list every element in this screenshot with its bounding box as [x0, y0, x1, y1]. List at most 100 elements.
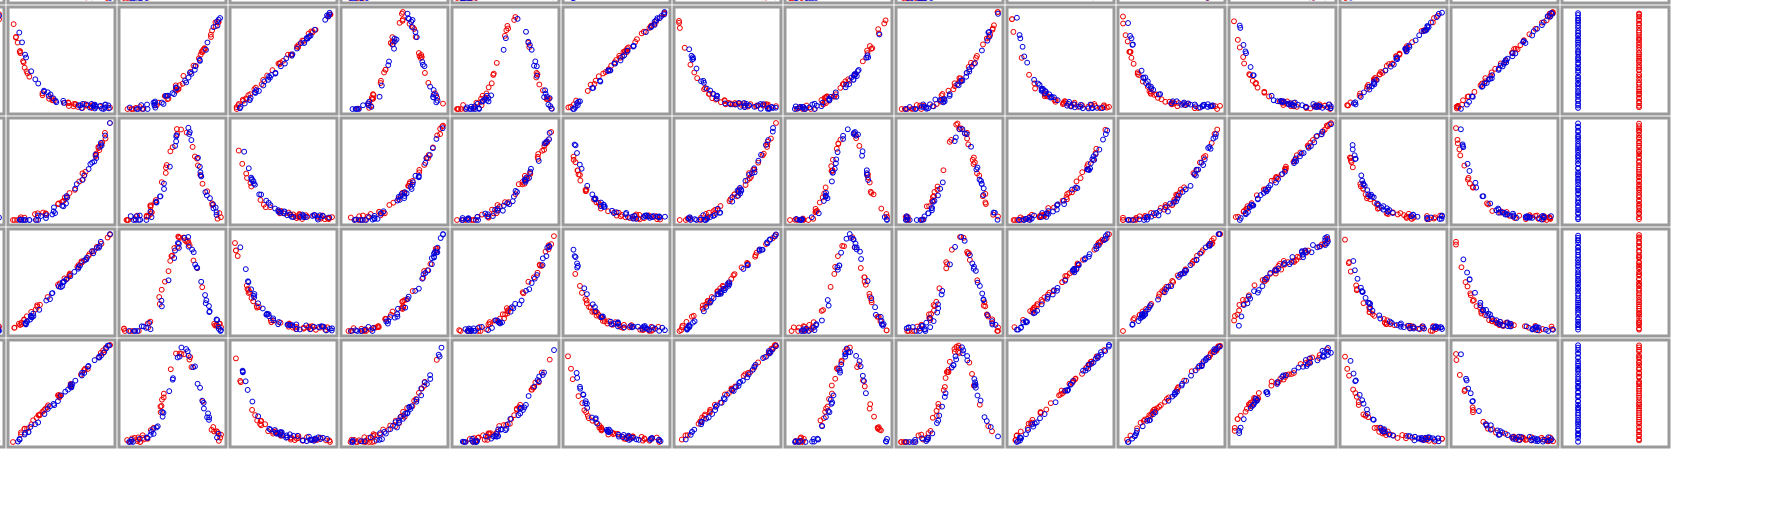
- data-point: [1575, 141, 1581, 147]
- data-point: [1636, 88, 1642, 95]
- data-point: [820, 307, 826, 313]
- data-point: [1240, 302, 1247, 308]
- data-point: [929, 198, 935, 205]
- data-point: [526, 286, 533, 293]
- data-point: [203, 297, 210, 304]
- data-point: [1061, 201, 1068, 207]
- data-point: [276, 319, 282, 325]
- panel-frame: [339, 0, 450, 5]
- data-point: [1575, 145, 1581, 152]
- data-point: [572, 104, 579, 110]
- data-point: [1403, 46, 1410, 52]
- data-point: [1435, 10, 1442, 17]
- data-point: [173, 133, 180, 140]
- data-point: [1179, 189, 1186, 195]
- scatter-panel-r4-c6: [450, 227, 561, 338]
- data-point: [409, 288, 416, 294]
- data-point: [686, 322, 692, 329]
- data-point: [371, 216, 378, 222]
- data-point: [121, 328, 128, 334]
- data-point: [1381, 319, 1388, 326]
- data-point: [138, 102, 145, 109]
- data-point: [50, 208, 57, 215]
- data-point: [1480, 193, 1487, 200]
- scatter-panel-r4-c2: [6, 227, 117, 338]
- data-point: [163, 164, 169, 171]
- data-point: [394, 197, 401, 204]
- data-point: [721, 287, 728, 294]
- data-point: [1253, 192, 1260, 199]
- data-point: [165, 277, 172, 284]
- data-point: [1102, 131, 1109, 138]
- data-point: [979, 47, 985, 54]
- data-point: [810, 215, 817, 222]
- data-point: [533, 63, 540, 70]
- data-point: [980, 41, 986, 48]
- data-point: [926, 311, 932, 318]
- scatter-panel-r1-c9: [783, 0, 894, 5]
- data-point: [734, 187, 741, 194]
- data-point: [360, 102, 366, 109]
- data-point: [923, 105, 930, 112]
- data-point: [798, 328, 805, 334]
- data-point: [500, 46, 507, 53]
- data-point: [433, 92, 439, 99]
- data-point: [471, 327, 477, 334]
- data-point: [412, 287, 419, 294]
- panel-frame: [1227, 0, 1338, 5]
- data-point: [479, 211, 485, 218]
- data-point: [1466, 276, 1473, 283]
- data-point: [1297, 149, 1304, 156]
- data-point: [43, 297, 50, 304]
- panel-frame: [783, 0, 894, 5]
- data-point: [266, 73, 272, 80]
- data-point: [1071, 269, 1078, 276]
- data-point: [253, 303, 260, 310]
- data-point: [745, 262, 751, 269]
- data-point: [102, 101, 109, 108]
- scatter-panel-r3-c1: [0, 116, 6, 227]
- data-point: [259, 305, 266, 312]
- data-point: [1155, 293, 1162, 300]
- data-point: [499, 311, 506, 318]
- data-point: [440, 100, 446, 107]
- data-point: [615, 323, 621, 330]
- panel-frame: [339, 5, 450, 116]
- panel-frame: [1449, 227, 1560, 338]
- data-point: [610, 320, 617, 327]
- data-point: [959, 77, 966, 84]
- data-point: [840, 132, 846, 139]
- data-point: [738, 186, 744, 193]
- data-point: [196, 163, 203, 170]
- data-point: [1534, 327, 1541, 334]
- data-point: [571, 253, 578, 260]
- data-point: [1636, 59, 1642, 65]
- panel-frame: [1227, 5, 1338, 116]
- data-point: [1478, 83, 1485, 90]
- data-point: [83, 101, 90, 108]
- data-point: [790, 324, 797, 331]
- data-point: [1237, 215, 1244, 221]
- data-point: [287, 322, 294, 328]
- data-point: [1310, 101, 1317, 107]
- data-point: [1130, 60, 1137, 67]
- data-point: [485, 84, 492, 91]
- data-point: [1136, 213, 1143, 220]
- data-point: [827, 94, 834, 100]
- data-point: [1416, 32, 1423, 39]
- data-point: [1575, 22, 1581, 29]
- data-point: [690, 55, 697, 62]
- data-point: [947, 261, 953, 268]
- data-point: [1280, 98, 1287, 105]
- data-point: [420, 61, 426, 68]
- scatter-panel-r1-c7: [561, 0, 672, 5]
- data-point: [1431, 214, 1438, 221]
- panel-frame: [450, 116, 561, 227]
- data-point: [1018, 324, 1024, 331]
- data-point: [1575, 191, 1581, 198]
- data-point: [98, 105, 105, 112]
- data-point: [412, 172, 419, 179]
- data-point: [1187, 183, 1194, 189]
- data-point: [457, 328, 464, 334]
- data-point: [1171, 196, 1178, 203]
